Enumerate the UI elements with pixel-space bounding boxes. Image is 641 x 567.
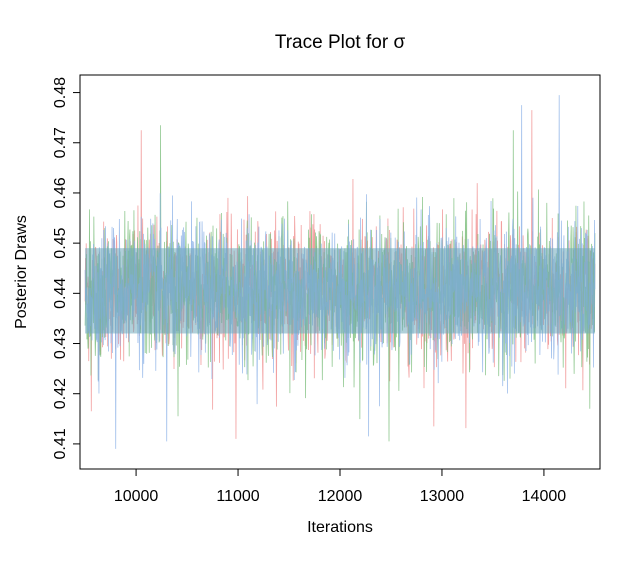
y-tick-label: 0.45 [52, 227, 69, 258]
y-tick-label: 0.44 [52, 278, 69, 309]
x-tick-label: 13000 [420, 488, 465, 505]
x-tick-label: 12000 [318, 488, 363, 505]
x-tick-label: 14000 [522, 488, 567, 505]
x-tick-label: 11000 [216, 488, 259, 505]
trace-lines [84, 95, 596, 449]
y-tick-label: 0.41 [52, 428, 69, 459]
y-tick-label: 0.42 [52, 378, 69, 409]
y-axis-label: Posterior Draws [13, 215, 30, 329]
chart-title: Trace Plot for σ [275, 32, 406, 53]
trace-overlap-band [85, 248, 595, 334]
x-tick-label: 10000 [114, 488, 159, 505]
y-tick-label: 0.46 [52, 177, 69, 208]
y-tick-label: 0.48 [52, 77, 69, 108]
y-tick-label: 0.43 [52, 328, 69, 359]
y-tick-label: 0.47 [52, 127, 69, 158]
x-axis-label: Iterations [307, 519, 373, 536]
x-axis: 10000 11000 12000 13000 14000 [114, 468, 567, 505]
y-axis: 0.41 0.42 0.43 0.44 0.45 0.46 0.47 0.48 [52, 77, 81, 459]
